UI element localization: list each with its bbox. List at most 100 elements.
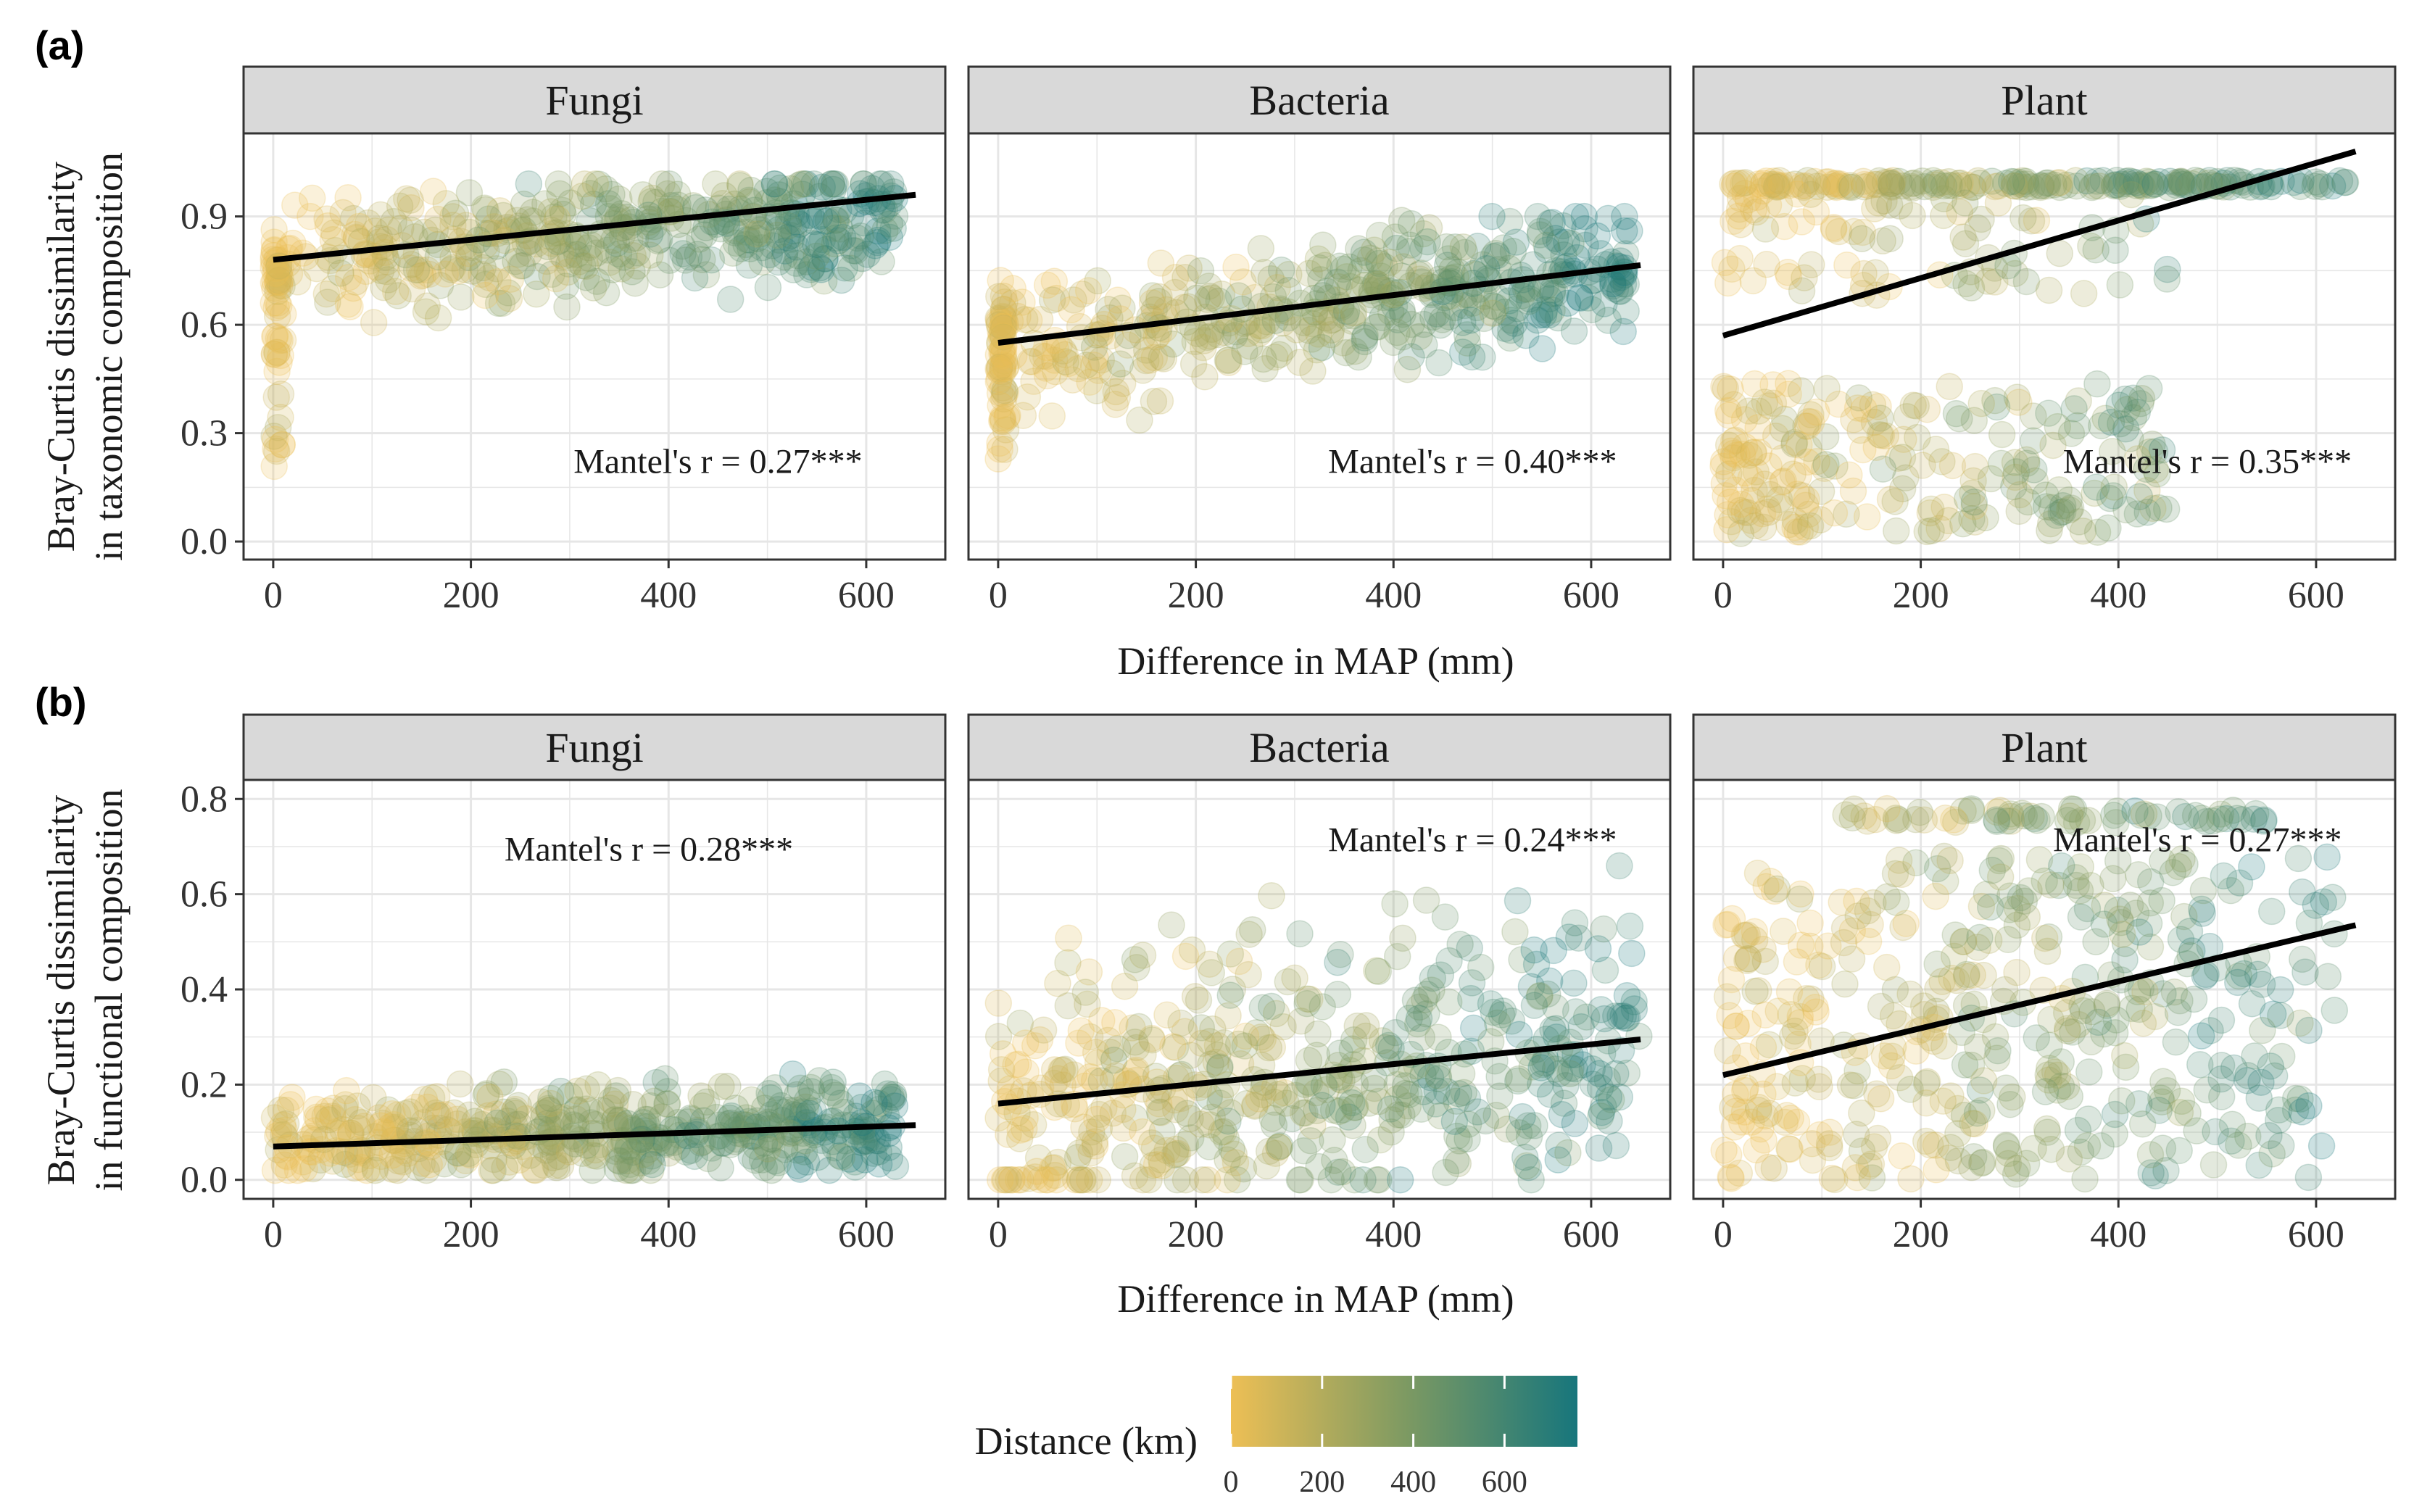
panel-b-xlabel: Difference in MAP (mm) (1117, 1277, 1514, 1321)
scatter-point (265, 267, 293, 294)
scatter-point (1721, 169, 1749, 197)
scatter-point (386, 192, 414, 220)
scatter-point (736, 226, 763, 254)
scatter-point (1121, 1028, 1149, 1056)
scatter-point (1822, 173, 1849, 200)
scatter-point (839, 236, 867, 265)
scatter-point (829, 223, 857, 252)
scatter-point (1775, 381, 1802, 408)
scatter-point (380, 1110, 408, 1139)
scatter-point (797, 255, 825, 283)
scatter-point (1524, 202, 1552, 230)
scatter-point (472, 270, 499, 299)
scatter-point (1879, 167, 1907, 194)
scatter-point (1316, 320, 1345, 349)
scatter-point (1520, 992, 1548, 1019)
scatter-point (1397, 209, 1425, 238)
scatter-point (1385, 1101, 1412, 1129)
scatter-point (753, 178, 781, 205)
scatter-point (1101, 391, 1129, 418)
scatter-point (1922, 882, 1949, 910)
scatter-point (375, 216, 402, 244)
scatter-point (989, 355, 1017, 383)
scatter-point (1984, 189, 2012, 217)
scatter-point (1711, 249, 1739, 276)
scatter-point (2133, 477, 2161, 504)
scatter-point (266, 272, 294, 299)
scatter-point (360, 309, 388, 336)
scatter-point (1071, 979, 1100, 1006)
scatter-point (491, 1154, 518, 1181)
scatter-point (1478, 202, 1506, 230)
scatter-point (1351, 328, 1379, 356)
scatter-point (2075, 1105, 2102, 1133)
scatter-point (431, 1100, 460, 1129)
scatter-point (266, 326, 294, 354)
y-tick-label: 0.4 (181, 969, 228, 1010)
scatter-point (1916, 499, 1944, 527)
scatter-point (871, 217, 899, 244)
scatter-point (574, 234, 602, 262)
scatter-point (1712, 375, 1739, 402)
scatter-point (760, 170, 789, 198)
scatter-point (1877, 170, 1905, 197)
scatter-point (260, 228, 288, 256)
y-tick-label: 0.2 (181, 1064, 228, 1105)
scatter-point (1741, 918, 1769, 946)
scatter-point (1586, 1074, 1614, 1102)
scatter-point (1393, 355, 1422, 383)
scatter-point (881, 202, 909, 230)
scatter-point (1801, 994, 1829, 1021)
scatter-point (1479, 299, 1506, 327)
scatter-point (1720, 444, 1747, 472)
scatter-point (1240, 1091, 1269, 1119)
scatter-point (1195, 950, 1224, 978)
facet-fungi: Fungi Mantel's r = 0.27*** 0 200 400 600 0.0 0.… (181, 65, 947, 616)
scatter-point (1743, 859, 1772, 887)
scatter-point (2069, 517, 2097, 545)
scatter-point (1477, 990, 1505, 1018)
scatter-point (579, 191, 607, 218)
scatter-point (1781, 170, 1809, 198)
scatter-point (1398, 310, 1425, 338)
scatter-point (568, 182, 597, 210)
scatter-point (2083, 167, 2111, 195)
scatter-point (1265, 1134, 1293, 1161)
scatter-point (1787, 931, 1815, 959)
scatter-point (737, 235, 764, 262)
scatter-point (268, 272, 296, 300)
scatter-point (826, 215, 854, 243)
scatter-point (1571, 215, 1598, 243)
scatter-point (1876, 225, 1904, 253)
scatter-point (542, 265, 570, 293)
scatter-point (1364, 313, 1392, 341)
scatter-point (1360, 236, 1388, 264)
scatter-point (638, 184, 666, 212)
legend-tick-label: 400 (1390, 1466, 1436, 1499)
scatter-point (1727, 520, 1755, 547)
scatter-point (1438, 256, 1466, 283)
scatter-point (1749, 1080, 1777, 1108)
scatter-point (1324, 268, 1351, 296)
scatter-point (262, 435, 289, 463)
scatter-point (779, 256, 808, 283)
scatter-point (1812, 168, 1840, 196)
scatter-point (2319, 884, 2347, 911)
scatter-point (569, 252, 597, 280)
scatter-point (1767, 172, 1796, 199)
scatter-point (1730, 498, 1758, 526)
scatter-point (1572, 231, 1599, 259)
scatter-point (1015, 307, 1043, 334)
scatter-point (1109, 1095, 1137, 1123)
scatter-point (312, 280, 341, 308)
scatter-point (261, 425, 289, 454)
scatter-point (722, 217, 750, 245)
scatter-point (263, 268, 291, 296)
scatter-point (1720, 207, 1747, 236)
scatter-point (990, 282, 1018, 310)
scatter-point (793, 261, 821, 288)
scatter-point (329, 199, 357, 227)
facet-strip (1692, 65, 2397, 135)
scatter-point (1145, 283, 1173, 311)
